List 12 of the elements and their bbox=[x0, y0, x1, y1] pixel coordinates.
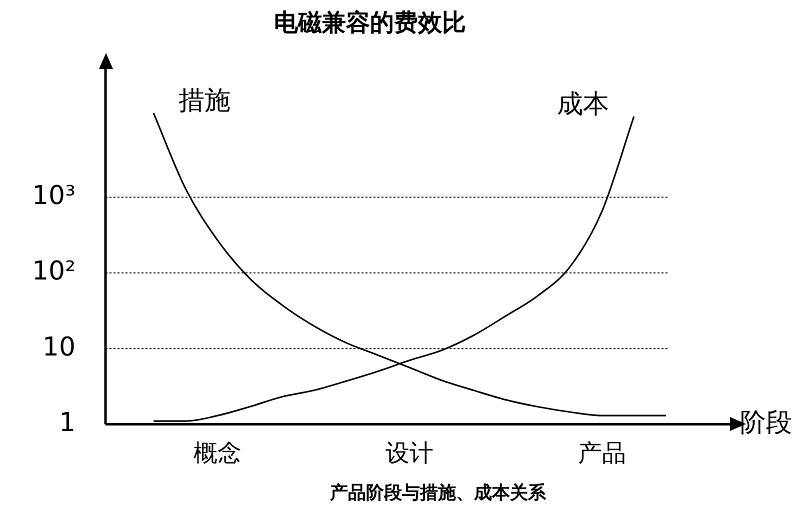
y-tick-label: 10³ bbox=[32, 181, 76, 212]
chart-title: 电磁兼容的费效比 bbox=[274, 8, 466, 37]
series-label: 成本 bbox=[556, 89, 609, 120]
y-tick-label: 1 bbox=[58, 408, 76, 438]
y-tick-label: 10² bbox=[32, 256, 76, 287]
x-tick-label: 设计 bbox=[386, 438, 434, 467]
x-tick-label: 产品 bbox=[578, 438, 626, 467]
y-tick-label: 10 bbox=[42, 332, 76, 362]
x-tick-label: 概念 bbox=[194, 438, 242, 467]
series-label: 措施 bbox=[178, 86, 231, 116]
text: 产品阶段与措施、成本关系 bbox=[328, 482, 547, 504]
x-axis-title: 阶段 bbox=[740, 408, 792, 438]
